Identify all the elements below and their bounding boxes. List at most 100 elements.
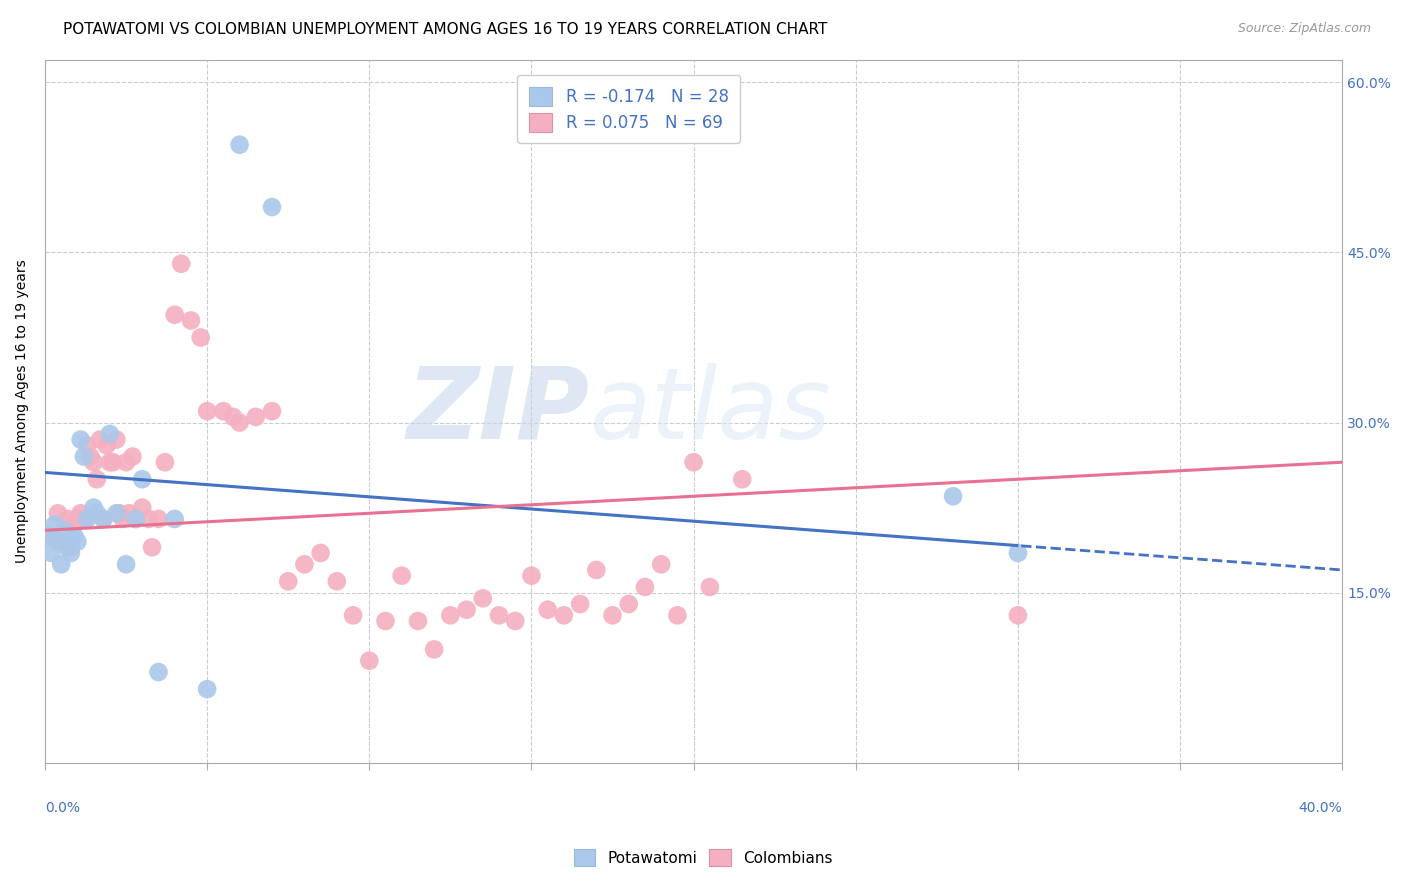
Point xyxy=(666,608,689,623)
Text: Source: ZipAtlas.com: Source: ZipAtlas.com xyxy=(1237,22,1371,36)
Point xyxy=(46,506,69,520)
Point xyxy=(488,608,510,623)
Point xyxy=(537,602,560,616)
Point xyxy=(96,438,118,452)
Point xyxy=(294,558,316,572)
Point xyxy=(125,512,148,526)
Point xyxy=(41,546,63,560)
Point xyxy=(682,455,704,469)
Point xyxy=(634,580,657,594)
Point xyxy=(148,665,170,679)
Point xyxy=(44,517,66,532)
Point xyxy=(105,506,128,520)
Point xyxy=(585,563,607,577)
Point xyxy=(471,591,494,606)
Point xyxy=(423,642,446,657)
Point xyxy=(118,506,141,520)
Point xyxy=(83,455,105,469)
Point xyxy=(56,512,79,526)
Point xyxy=(374,614,396,628)
Point xyxy=(86,472,108,486)
Point xyxy=(66,512,89,526)
Point xyxy=(439,608,461,623)
Point xyxy=(228,137,250,152)
Point xyxy=(260,200,283,214)
Point xyxy=(553,608,575,623)
Legend: Potawatomi, Colombians: Potawatomi, Colombians xyxy=(564,839,842,875)
Text: atlas: atlas xyxy=(591,363,831,459)
Point xyxy=(53,523,76,537)
Point xyxy=(520,568,543,582)
Point xyxy=(73,512,96,526)
Point xyxy=(326,574,349,589)
Y-axis label: Unemployment Among Ages 16 to 19 years: Unemployment Among Ages 16 to 19 years xyxy=(15,260,30,563)
Point xyxy=(569,597,592,611)
Point xyxy=(195,404,218,418)
Point xyxy=(76,512,98,526)
Point xyxy=(195,681,218,696)
Point xyxy=(617,597,640,611)
Point xyxy=(148,512,170,526)
Text: 0.0%: 0.0% xyxy=(45,801,80,815)
Point xyxy=(359,654,381,668)
Point xyxy=(93,512,115,526)
Point xyxy=(309,546,332,560)
Point xyxy=(163,512,186,526)
Point xyxy=(153,455,176,469)
Point xyxy=(111,512,134,526)
Point xyxy=(456,602,478,616)
Point xyxy=(212,404,235,418)
Point xyxy=(1007,546,1029,560)
Point xyxy=(342,608,364,623)
Point xyxy=(79,450,101,464)
Point xyxy=(115,558,138,572)
Point xyxy=(170,257,193,271)
Point xyxy=(141,541,163,555)
Point xyxy=(59,541,82,555)
Point xyxy=(51,534,73,549)
Point xyxy=(63,529,86,543)
Point xyxy=(105,433,128,447)
Point xyxy=(115,455,138,469)
Point xyxy=(69,506,91,520)
Point xyxy=(56,541,79,555)
Point xyxy=(228,416,250,430)
Point xyxy=(245,409,267,424)
Point xyxy=(51,558,73,572)
Point xyxy=(73,450,96,464)
Point xyxy=(101,455,124,469)
Text: POTAWATOMI VS COLOMBIAN UNEMPLOYMENT AMONG AGES 16 TO 19 YEARS CORRELATION CHART: POTAWATOMI VS COLOMBIAN UNEMPLOYMENT AMO… xyxy=(63,22,828,37)
Point xyxy=(602,608,624,623)
Point xyxy=(89,433,111,447)
Point xyxy=(41,529,63,543)
Point xyxy=(260,404,283,418)
Point xyxy=(83,500,105,515)
Point xyxy=(131,500,153,515)
Legend: R = -0.174   N = 28, R = 0.075   N = 69: R = -0.174 N = 28, R = 0.075 N = 69 xyxy=(517,75,740,144)
Point xyxy=(121,450,143,464)
Text: 40.0%: 40.0% xyxy=(1299,801,1343,815)
Point xyxy=(69,433,91,447)
Point xyxy=(46,534,69,549)
Point xyxy=(66,534,89,549)
Point xyxy=(37,529,59,543)
Text: ZIP: ZIP xyxy=(406,363,591,459)
Point xyxy=(108,506,131,520)
Point xyxy=(59,546,82,560)
Point xyxy=(98,455,121,469)
Point xyxy=(1007,608,1029,623)
Point xyxy=(93,512,115,526)
Point xyxy=(699,580,721,594)
Point xyxy=(86,506,108,520)
Point xyxy=(131,472,153,486)
Point xyxy=(190,330,212,344)
Point xyxy=(98,426,121,441)
Point xyxy=(163,308,186,322)
Point xyxy=(731,472,754,486)
Point xyxy=(76,438,98,452)
Point xyxy=(650,558,672,572)
Point xyxy=(277,574,299,589)
Point xyxy=(180,313,202,327)
Point xyxy=(63,517,86,532)
Point xyxy=(222,409,245,424)
